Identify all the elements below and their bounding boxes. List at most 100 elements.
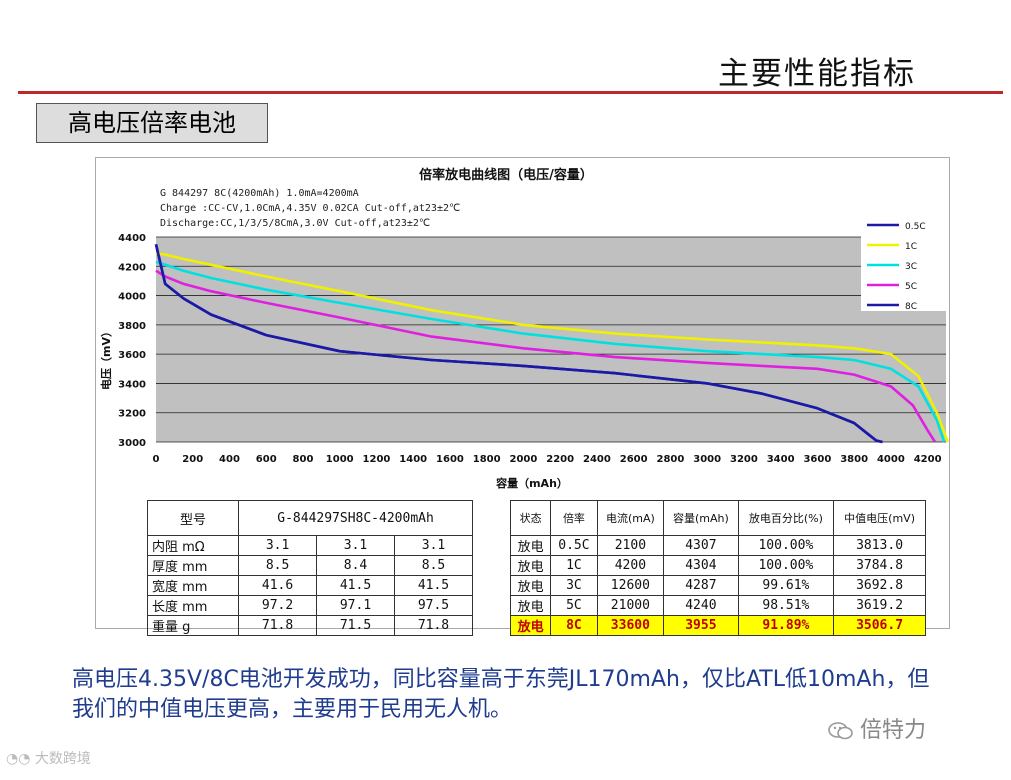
watermark: ◔◔ 大数跨境	[6, 748, 91, 768]
y-tick-label: 3400	[118, 379, 146, 390]
section-label: 高电压倍率电池	[36, 103, 268, 143]
spec-cell: 3.1	[393, 535, 474, 556]
spec-cell: 71.8	[393, 615, 474, 636]
spec-cell: 41.5	[316, 575, 395, 596]
x-tick-label: 2200	[546, 454, 574, 465]
discharge-cell: 12600	[596, 575, 665, 596]
y-axis-label: 电压（mV）	[99, 326, 113, 390]
discharge-cell: 3955	[663, 615, 739, 636]
x-tick-label: 1000	[326, 454, 354, 465]
spec-cell: 97.2	[238, 595, 318, 616]
legend-label: 1C	[905, 242, 917, 252]
chart-note-3: Discharge:CC,1/3/5/8CmA,3.0V Cut-off,at2…	[160, 218, 430, 229]
y-tick-label: 4200	[118, 262, 146, 273]
x-tick-label: 0	[153, 454, 160, 465]
discharge-cell: 21000	[596, 595, 665, 616]
brand-mark: 倍特力	[828, 712, 926, 744]
legend-label: 0.5C	[905, 222, 926, 232]
spec-row: 内阻 mΩ 3.1 3.1 3.1	[146, 535, 474, 556]
legend-label: 3C	[905, 262, 917, 272]
discharge-cell: 3619.2	[833, 595, 926, 616]
discharge-cell: 3692.8	[833, 575, 926, 596]
spec-cell: 97.1	[316, 595, 395, 616]
x-tick-label: 2000	[510, 454, 538, 465]
y-tick-label: 4000	[118, 292, 146, 303]
discharge-cell: 4307	[663, 535, 739, 556]
discharge-cell: 8C	[550, 615, 598, 636]
discharge-cell: 99.61%	[737, 575, 835, 596]
discharge-cell: 100.00%	[737, 555, 835, 576]
spec-row: 厚度 mm 8.5 8.4 8.5	[146, 555, 474, 576]
discharge-cell: 放电	[509, 575, 552, 596]
x-tick-label: 3400	[767, 454, 795, 465]
x-tick-label: 200	[182, 454, 203, 465]
page-title: 主要性能指标	[718, 56, 916, 92]
x-tick-label: 400	[219, 454, 240, 465]
spec-cell: 3.1	[238, 535, 318, 556]
spec-cell: 8.4	[316, 555, 395, 576]
series-line-1C	[155, 251, 949, 443]
discharge-header-cell: 容量(mAh)	[663, 500, 739, 536]
discharge-cell: 100.00%	[737, 535, 835, 556]
x-tick-label: 2800	[656, 454, 684, 465]
model-label: 型号	[146, 500, 240, 536]
spec-cell: 8.5	[238, 555, 318, 576]
chart-title: 倍率放电曲线图（电压/容量）	[419, 167, 593, 183]
discharge-cell: 3506.7	[833, 615, 926, 636]
discharge-cell: 3813.0	[833, 535, 926, 556]
y-tick-label: 3000	[118, 438, 146, 449]
discharge-cell: 3784.8	[833, 555, 926, 576]
discharge-row: 放电 0.5C 2100 4307 100.00% 3813.0	[509, 535, 926, 556]
spec-row-label: 厚度 mm	[146, 555, 240, 576]
spec-cell: 71.5	[316, 615, 395, 636]
x-tick-label: 800	[293, 454, 314, 465]
weibo-icon: ◔◔	[6, 751, 31, 767]
watermark-text: 大数跨境	[34, 751, 91, 767]
discharge-cell: 2100	[596, 535, 665, 556]
discharge-cell: 1C	[550, 555, 598, 576]
spec-cell: 3.1	[316, 535, 395, 556]
x-tick-label: 1600	[436, 454, 464, 465]
discharge-header-cell: 倍率	[550, 500, 598, 536]
discharge-cell: 4304	[663, 555, 739, 576]
series-line-5C	[155, 269, 937, 443]
discharge-header-cell: 放电百分比(%)	[737, 500, 835, 536]
spec-cell: 71.8	[238, 615, 318, 636]
summary-text: 高电压4.35V/8C电池开发成功，同比容量高于东莞JL170mAh，仅比ATL…	[72, 667, 930, 722]
discharge-cell: 放电	[509, 555, 552, 576]
y-tick-label: 4400	[118, 233, 146, 244]
discharge-cell: 98.51%	[737, 595, 835, 616]
brand-name: 倍特力	[860, 718, 927, 743]
spec-table: 型号 G-844297SH8C-4200mAh 内阻 mΩ 3.1 3.1 3.1 厚度…	[146, 500, 474, 636]
x-tick-label: 3800	[840, 454, 868, 465]
discharge-cell: 33600	[596, 615, 665, 636]
discharge-table: 状态 倍率 电流(mA) 容量(mAh) 放电百分比(%) 中值电压(mV) 放电 0.5C…	[509, 500, 926, 636]
chart-figure: 倍率放电曲线图（电压/容量） G 844297 8C(4200mAh) 1.0m…	[95, 157, 950, 636]
discharge-header-cell: 中值电压(mV)	[833, 500, 926, 536]
legend-label: 8C	[905, 302, 917, 312]
spec-row: 长度 mm 97.2 97.1 97.5	[146, 595, 474, 616]
x-tick-label: 4200	[914, 454, 942, 465]
spec-row: 宽度 mm 41.6 41.5 41.5	[146, 575, 474, 596]
chart-note-2: Charge :CC-CV,1.0CmA,4.35V 0.02CA Cut-of…	[160, 203, 460, 214]
discharge-cell: 91.89%	[737, 615, 835, 636]
discharge-cell: 4287	[663, 575, 739, 596]
discharge-row: 放电 3C 12600 4287 99.61% 3692.8	[509, 575, 926, 596]
discharge-header-row: 状态 倍率 电流(mA) 容量(mAh) 放电百分比(%) 中值电压(mV)	[509, 500, 926, 536]
x-tick-label: 4000	[877, 454, 905, 465]
x-tick-label: 1800	[473, 454, 501, 465]
spec-row-label: 宽度 mm	[146, 575, 240, 596]
spec-row-label: 重量 g	[146, 615, 240, 636]
discharge-header-cell: 电流(mA)	[596, 500, 665, 536]
spec-cell: 41.6	[238, 575, 318, 596]
x-tick-label: 600	[256, 454, 277, 465]
legend-label: 5C	[905, 282, 917, 292]
discharge-cell: 4200	[596, 555, 665, 576]
x-tick-label: 3000	[693, 454, 721, 465]
y-tick-label: 3200	[118, 409, 146, 420]
x-tick-label: 3600	[803, 454, 831, 465]
series-line-8C	[154, 244, 883, 444]
x-tick-label: 2400	[583, 454, 611, 465]
discharge-row: 放电 1C 4200 4304 100.00% 3784.8	[509, 555, 926, 576]
x-tick-label: 1200	[363, 454, 391, 465]
